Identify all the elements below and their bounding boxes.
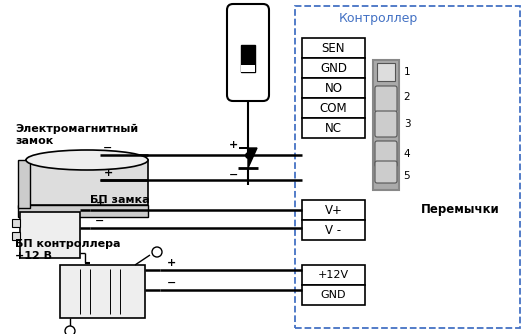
Text: NO: NO <box>325 81 343 95</box>
Bar <box>302 265 365 285</box>
Bar <box>302 78 365 98</box>
Ellipse shape <box>26 150 148 170</box>
Text: БП контроллера
+12 В: БП контроллера +12 В <box>15 239 120 261</box>
Text: −: − <box>229 170 239 180</box>
Text: V -: V - <box>325 223 342 236</box>
Bar <box>18 160 30 208</box>
Text: Контроллер: Контроллер <box>338 11 418 24</box>
Bar <box>26 160 148 205</box>
Text: NC: NC <box>325 122 342 135</box>
Bar <box>295 6 520 328</box>
Bar <box>20 212 80 258</box>
Text: 4: 4 <box>404 149 410 159</box>
Text: 3: 3 <box>404 119 410 129</box>
Circle shape <box>65 326 75 334</box>
Polygon shape <box>239 148 257 168</box>
Text: Электромагнитный
замок: Электромагнитный замок <box>15 124 138 146</box>
Bar <box>302 285 365 305</box>
Text: −: − <box>242 79 254 95</box>
Bar <box>18 205 148 217</box>
Text: БП замка: БП замка <box>90 195 149 205</box>
Bar <box>12 232 20 240</box>
FancyBboxPatch shape <box>375 141 397 167</box>
Text: +: + <box>242 24 254 39</box>
Bar <box>302 98 365 118</box>
Bar <box>302 58 365 78</box>
Text: +: + <box>96 198 105 208</box>
Text: 1: 1 <box>404 67 410 77</box>
Bar <box>60 265 145 318</box>
Text: Перемычки: Перемычки <box>421 203 499 216</box>
Bar <box>241 65 255 72</box>
Bar <box>302 38 365 58</box>
FancyBboxPatch shape <box>375 111 397 137</box>
Text: GND: GND <box>320 61 347 74</box>
Bar <box>302 118 365 138</box>
Circle shape <box>152 247 162 257</box>
Bar <box>12 219 20 227</box>
Text: +: + <box>103 168 112 178</box>
Text: V+: V+ <box>325 203 343 216</box>
Text: −: − <box>103 143 112 153</box>
Text: +12V: +12V <box>318 270 349 280</box>
Text: 5: 5 <box>404 171 410 181</box>
Bar <box>302 220 365 240</box>
Text: −: − <box>96 216 105 226</box>
Text: +: + <box>229 140 239 150</box>
Text: 2: 2 <box>404 92 410 102</box>
Text: COM: COM <box>319 102 347 115</box>
Text: GND: GND <box>320 290 346 300</box>
Bar <box>241 45 255 72</box>
FancyBboxPatch shape <box>375 86 397 112</box>
Bar <box>377 63 395 81</box>
FancyBboxPatch shape <box>375 161 397 183</box>
FancyBboxPatch shape <box>227 4 269 101</box>
Text: +: + <box>167 258 177 268</box>
Bar <box>373 60 399 190</box>
Bar <box>302 200 365 220</box>
Text: −: − <box>167 278 177 288</box>
Text: FR107: FR107 <box>232 10 263 20</box>
Text: SEN: SEN <box>322 41 345 54</box>
